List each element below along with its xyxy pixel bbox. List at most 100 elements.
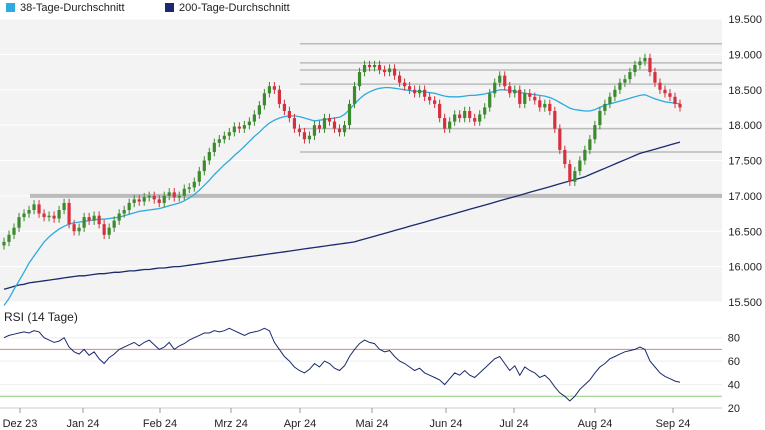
candle-body: [563, 149, 567, 165]
candle-body: [317, 125, 322, 129]
candle-body: [197, 171, 201, 182]
candle-body: [137, 199, 141, 202]
candle-body: [508, 86, 512, 94]
candle-body: [623, 79, 627, 83]
candle-body: [117, 213, 121, 221]
candle-body: [332, 121, 337, 129]
legend-label-ma200: 200-Tage-Durchschnitt: [179, 2, 290, 14]
ma38-series: [3, 86, 681, 306]
candle-body: [498, 75, 502, 83]
rsi-series: [3, 327, 681, 402]
price-y-tick-label: 17.000: [728, 191, 762, 203]
candle-body: [593, 125, 597, 140]
candle-body: [488, 93, 492, 108]
candle-body: [608, 96, 612, 104]
candle-body: [122, 210, 126, 214]
candle-body: [72, 224, 76, 232]
price-y-tick-label: 18.000: [728, 120, 762, 132]
candle-body: [2, 241, 6, 246]
candle-body: [292, 118, 297, 129]
candle-body: [357, 72, 362, 87]
rsi-panel-title: RSI (14 Tage): [4, 310, 78, 324]
candle-body: [638, 61, 642, 65]
candle-body: [583, 149, 587, 161]
candle-body: [463, 110, 467, 119]
candle-body: [553, 110, 557, 129]
candle-body: [322, 118, 327, 129]
candle-body: [127, 202, 131, 211]
resistance-lines: [30, 43, 722, 198]
candle-body: [473, 118, 477, 122]
candle-body: [162, 195, 166, 203]
x-tick-label: Aug 24: [578, 418, 613, 430]
candle-body: [433, 100, 437, 104]
candle-body: [493, 82, 497, 94]
candle-body: [428, 96, 432, 101]
candle-body: [538, 100, 542, 108]
candle-body: [222, 135, 226, 140]
candle-body: [142, 197, 146, 202]
candle-body: [147, 195, 151, 198]
candle-body: [282, 103, 287, 111]
candle-body: [668, 93, 672, 97]
candle-body: [202, 160, 206, 172]
x-tick-label: Mrz 24: [214, 418, 248, 430]
candle-body: [337, 128, 342, 133]
x-tick-label: Apr 24: [284, 418, 316, 430]
candle-body: [132, 199, 136, 203]
candle-body: [678, 103, 682, 108]
legend-label-ma38: 38-Tage-Durchschnitt: [20, 2, 125, 14]
candle-body: [262, 93, 266, 106]
candle-body: [242, 125, 246, 129]
candle-body: [533, 96, 537, 101]
candle-body: [7, 234, 11, 242]
price-y-tick-label: 15.500: [728, 297, 762, 309]
x-tick-label: Jan 24: [66, 418, 99, 430]
candle-body: [658, 82, 662, 90]
candle-body: [212, 142, 216, 153]
candle-body: [478, 114, 482, 122]
candle-body: [82, 217, 86, 228]
legend-swatch-ma38: [6, 3, 15, 12]
candle-body: [387, 68, 392, 73]
price-y-tick-label: 19.500: [728, 14, 762, 26]
candle-body: [458, 114, 462, 119]
candle-body: [112, 220, 116, 228]
candle-body: [518, 89, 522, 104]
candle-body: [397, 75, 402, 83]
candle-body: [558, 128, 562, 150]
rsi-y-axis: 20 40 60 80: [728, 333, 740, 415]
candle-body: [468, 110, 472, 119]
price-y-tick-label: 17.500: [728, 156, 762, 168]
candle-body: [217, 139, 221, 143]
price-y-axis: 15.500 16.000 16.500 17.000 17.500 18.000 18.5…: [728, 14, 762, 309]
candle-body: [483, 107, 487, 115]
candle-body: [157, 199, 161, 203]
x-tick-label: Dez 23: [3, 418, 38, 430]
candle-body: [97, 215, 101, 225]
candle-body: [342, 125, 347, 133]
candle-body: [92, 215, 96, 221]
candle-body: [453, 114, 457, 122]
candle-body: [42, 213, 46, 218]
candle-body: [312, 125, 317, 136]
candle-body: [252, 114, 256, 122]
candle-body: [307, 135, 312, 140]
candlestick-series: [2, 53, 682, 250]
candle-body: [392, 68, 397, 76]
candle-body: [382, 69, 387, 73]
candle-body: [603, 103, 607, 111]
candle-body: [87, 217, 91, 221]
price-y-tick-label: 16.000: [728, 262, 762, 274]
candle-body: [267, 86, 271, 94]
candle-body: [67, 202, 71, 225]
candle-body: [628, 72, 632, 80]
rsi-y-tick-label: 60: [728, 356, 740, 368]
candle-body: [367, 64, 372, 68]
candle-body: [663, 89, 667, 94]
candle-body: [673, 96, 677, 104]
candle-body: [618, 82, 622, 90]
candle-body: [418, 89, 422, 94]
candle-body: [613, 89, 617, 97]
